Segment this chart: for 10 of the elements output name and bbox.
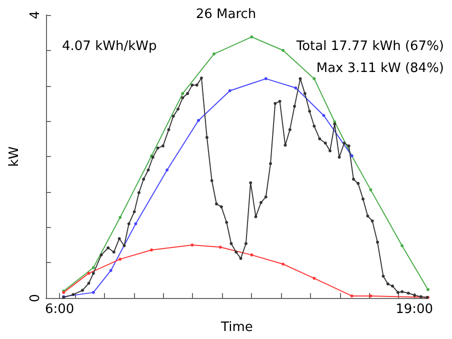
annotation: 4.07 kWh/kWp	[62, 39, 157, 54]
y-tick-label: 0	[28, 294, 43, 302]
y-axis-title: kW	[7, 146, 22, 167]
annotation: Total 17.77 kWh (67%)	[295, 39, 444, 54]
chart-title: 26 March	[196, 7, 256, 22]
annotation: Max 3.11 kW (84%)	[316, 61, 444, 76]
x-tick-label: 19:00	[396, 302, 434, 318]
x-axis-title: Time	[220, 320, 253, 335]
x-tick-label: 6:00	[44, 302, 74, 318]
y-tick-label: 4	[28, 10, 43, 20]
